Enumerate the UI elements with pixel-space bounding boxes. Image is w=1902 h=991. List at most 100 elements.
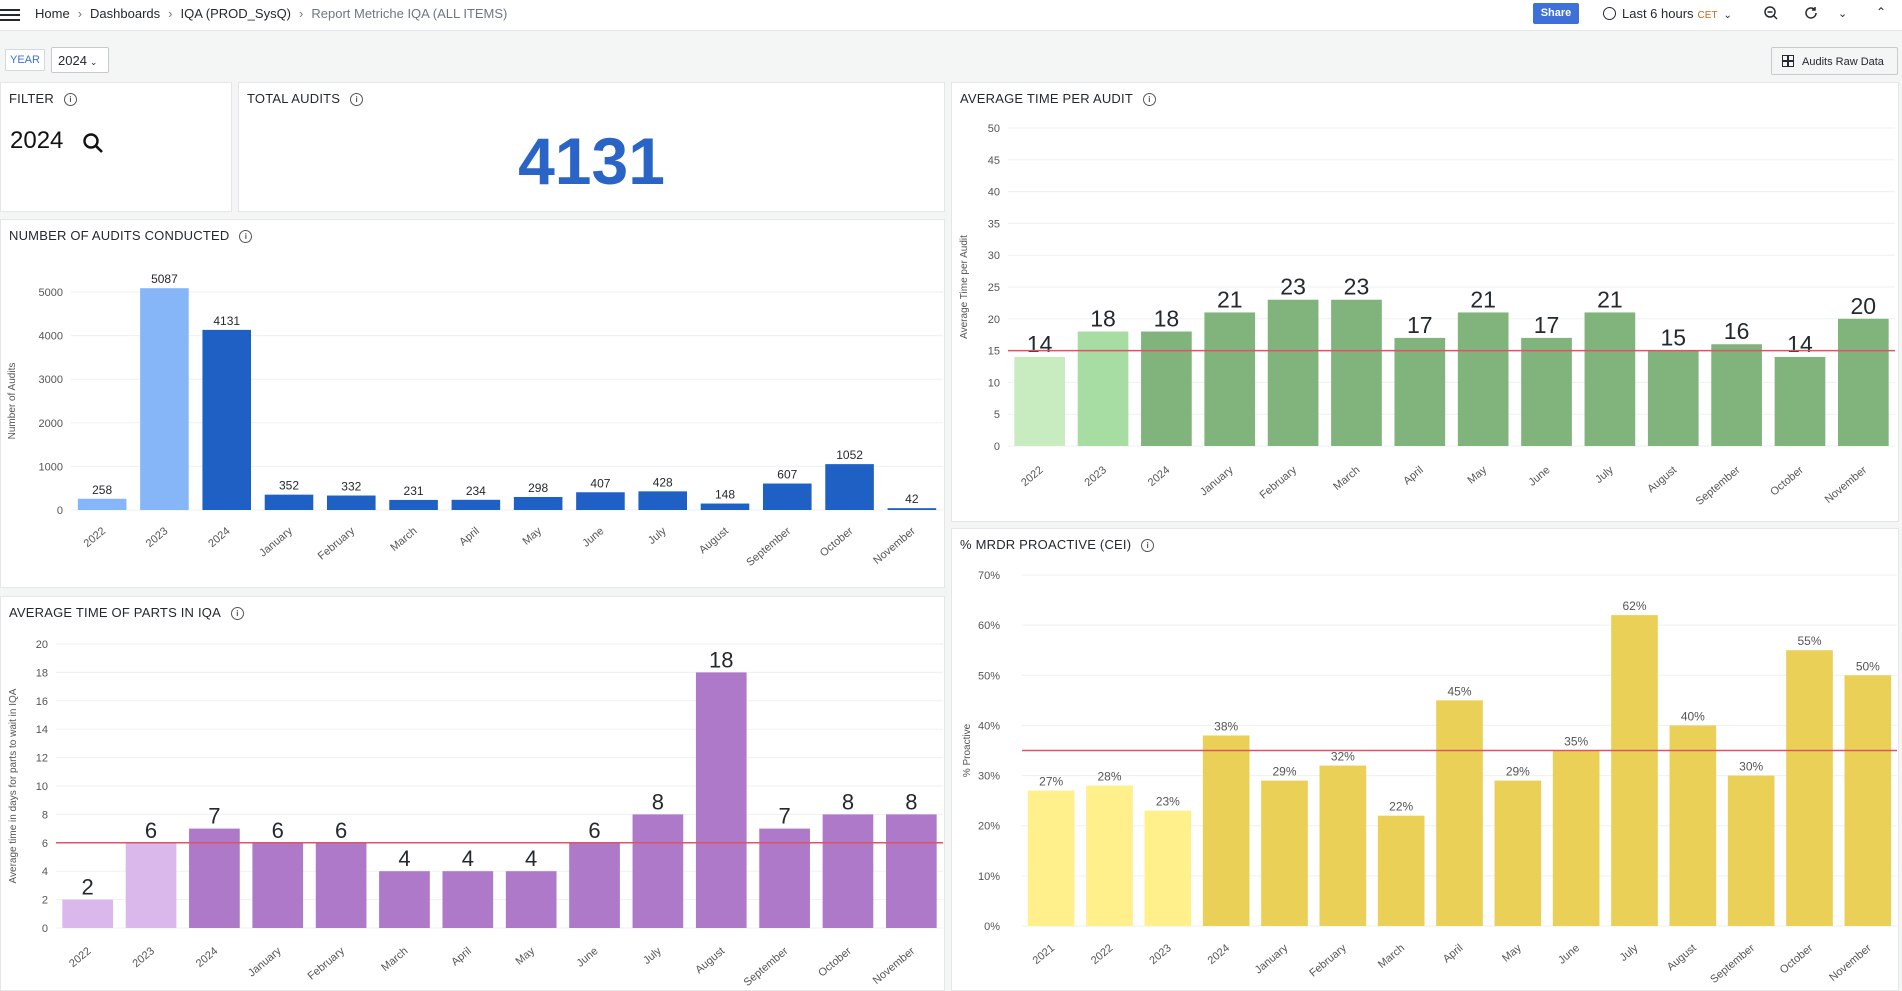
- info-icon[interactable]: i: [239, 230, 253, 244]
- bar: [1837, 318, 1889, 446]
- chevron-right-icon: ›: [168, 6, 173, 21]
- y-tick-label: 10: [988, 377, 1000, 389]
- data-label: 14: [1787, 331, 1813, 357]
- year-select[interactable]: 2024 ⌄: [51, 47, 109, 73]
- bar: [1774, 356, 1826, 446]
- panel-title: % MRDR PROACTIVE (CEI) i: [960, 537, 1155, 553]
- x-tick-label: July: [641, 945, 664, 967]
- bar: [264, 494, 314, 510]
- time-range-picker[interactable]: Last 6 hours CET ⌄: [1603, 6, 1732, 21]
- data-label: 298: [528, 481, 548, 495]
- zoom-out-icon[interactable]: [1763, 5, 1779, 25]
- data-label: 22%: [1389, 800, 1413, 814]
- data-label: 55%: [1797, 634, 1821, 648]
- refresh-icon[interactable]: [1803, 5, 1819, 25]
- bar: [1669, 725, 1717, 926]
- bar: [1141, 331, 1192, 446]
- bar: [1786, 650, 1833, 926]
- chevron-down-icon: ⌄: [89, 57, 98, 67]
- x-tick-label: July: [646, 525, 669, 547]
- x-tick-label: 2022: [82, 525, 108, 550]
- breadcrumb-home[interactable]: Home: [35, 6, 70, 21]
- y-tick-label: 50: [988, 123, 1000, 135]
- breadcrumb-folder[interactable]: IQA (PROD_SysQ): [180, 6, 292, 21]
- breadcrumb-dashboards[interactable]: Dashboards: [90, 6, 161, 21]
- refresh-interval-chevron-icon[interactable]: ⌄: [1838, 8, 1848, 20]
- x-tick-label: April: [457, 525, 482, 548]
- top-nav-bar: Home › Dashboards › IQA (PROD_SysQ) › Report M…: [0, 0, 1902, 31]
- search-icon[interactable]: [81, 131, 105, 160]
- mrdr-chart: 0% 10% 20% 30% 40% 50% 60% 70% % Proactive 27% 202…: [962, 570, 1897, 986]
- bar: [125, 842, 177, 928]
- bar: [569, 842, 620, 928]
- bar: [505, 871, 557, 928]
- x-tick-label: May: [513, 945, 537, 968]
- chart-title: % MRDR PROACTIVE (CEI): [960, 537, 1132, 552]
- x-tick-label: June: [1556, 942, 1582, 967]
- total-audits-title: TOTAL AUDITS: [247, 91, 341, 106]
- data-label: 6: [272, 818, 284, 843]
- audits-raw-data-button[interactable]: Audits Raw Data: [1771, 47, 1898, 75]
- y-tick-label: 30%: [978, 771, 1000, 783]
- data-label: 40%: [1681, 709, 1705, 723]
- data-label: 6: [588, 818, 600, 843]
- data-label: 231: [404, 484, 424, 498]
- data-label: 2: [82, 875, 94, 900]
- bar: [1494, 780, 1542, 926]
- y-axis-label: % Proactive: [962, 723, 973, 777]
- y-tick-label: 50%: [978, 670, 1000, 682]
- chart-title: NUMBER OF AUDITS CONDUCTED: [9, 228, 230, 243]
- info-icon[interactable]: i: [350, 93, 364, 107]
- x-tick-label: September: [742, 945, 791, 989]
- menu-icon[interactable]: [0, 6, 20, 22]
- collapse-icon[interactable]: ⌃: [1876, 5, 1887, 19]
- chevron-right-icon: ›: [77, 6, 83, 21]
- y-tick-label: 10: [36, 781, 48, 793]
- x-tick-label: May: [1500, 942, 1524, 965]
- bar: [1261, 780, 1308, 926]
- data-label: 18: [709, 647, 733, 672]
- x-tick-label: June: [580, 525, 606, 550]
- panel-title: TOTAL AUDITS i: [247, 91, 364, 107]
- data-label: 18: [1154, 306, 1180, 332]
- data-label: 30%: [1739, 760, 1763, 774]
- x-tick-label: October: [818, 525, 856, 560]
- avg-time-per-audit-panel: AVERAGE TIME PER AUDIT i 0 5 10 15 20 25 30 35 40…: [951, 82, 1899, 522]
- clock-icon: [1603, 7, 1616, 20]
- data-label: 258: [92, 483, 112, 497]
- y-tick-label: 2000: [39, 418, 63, 430]
- y-tick-label: 12: [36, 753, 48, 765]
- data-label: 428: [653, 475, 673, 489]
- info-icon[interactable]: i: [1141, 539, 1155, 553]
- info-icon[interactable]: i: [230, 607, 244, 621]
- data-label: 4: [525, 846, 537, 871]
- data-label: 21: [1217, 286, 1243, 312]
- panel-title: FILTER i: [9, 91, 78, 107]
- x-tick-label: 2022: [1089, 942, 1115, 967]
- bar: [1647, 350, 1699, 446]
- y-tick-label: 3000: [39, 374, 63, 386]
- x-tick-label: 2023: [1147, 942, 1173, 967]
- info-icon[interactable]: i: [64, 93, 78, 107]
- y-tick-label: 1000: [39, 461, 63, 473]
- x-tick-label: November: [871, 525, 918, 567]
- data-label: 29%: [1272, 765, 1296, 779]
- data-label: 16: [1724, 318, 1750, 344]
- x-tick-label: January: [246, 945, 284, 980]
- avg-time-parts-panel: AVERAGE TIME OF PARTS IN IQA i 0 2 4 6 8 10 12 1…: [0, 596, 945, 991]
- data-label: 35%: [1564, 735, 1588, 749]
- grid-icon: [1782, 55, 1794, 67]
- x-tick-label: 2022: [1019, 464, 1045, 489]
- data-label: 234: [466, 484, 486, 498]
- y-tick-label: 35: [988, 218, 1000, 230]
- bar: [451, 499, 501, 510]
- bar: [1202, 735, 1250, 926]
- share-button[interactable]: Share: [1533, 3, 1579, 24]
- info-icon[interactable]: i: [1142, 93, 1156, 107]
- x-tick-label: July: [1618, 942, 1641, 964]
- bar: [1077, 331, 1129, 446]
- x-tick-label: 2024: [1146, 464, 1172, 489]
- panel-title: AVERAGE TIME PER AUDIT i: [960, 91, 1156, 107]
- x-tick-label: September: [1694, 464, 1743, 508]
- bar: [1457, 312, 1509, 446]
